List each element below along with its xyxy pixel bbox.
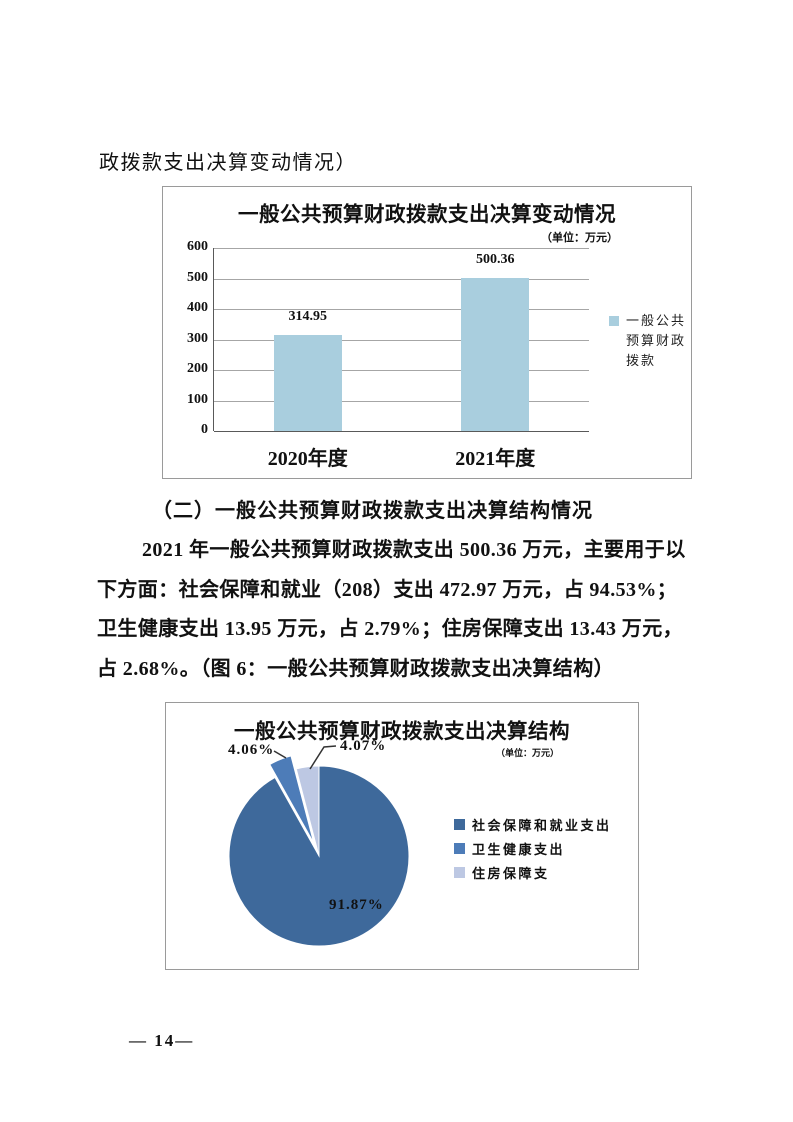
pie-chart-unit-label: （单位：万元）: [495, 748, 559, 758]
bar-chart-legend: 一般公共预算财政拨款: [609, 311, 696, 371]
pie-slice-label-social: 91.87%: [329, 897, 384, 913]
leader-line-health: [273, 750, 287, 759]
legend-item: 住房保障支: [454, 863, 612, 882]
gridline: [214, 248, 589, 249]
body-paragraph: 2021 年一般公共预算财政拨款支出 500.36 万元，主要用于以 下方面：社…: [97, 531, 709, 689]
pie-chart-title: 一般公共预算财政拨款支出决算结构: [234, 721, 570, 743]
x-axis-category-label: 2021年度: [455, 448, 536, 470]
pie-graphic: [228, 745, 410, 947]
bar-value-label: 500.36: [476, 252, 515, 268]
pie-slice-label-health: 4.06%: [228, 742, 275, 758]
legend-label: 住房保障支: [472, 866, 550, 881]
paragraph-line: 下方面：社会保障和就业（208）支出 472.97 万元，占 94.53%；: [97, 578, 678, 601]
gridline: [214, 400, 589, 402]
bar-chart-plot-area: 0 100 200 300 400 500 600 314.95 2020年度 500.36 202…: [187, 239, 589, 470]
y-axis-tick-label: 100: [187, 391, 208, 407]
leader-line-housing: [309, 745, 337, 770]
y-axis-tick-label: 300: [187, 330, 208, 346]
y-axis-tick-label: 500: [187, 269, 208, 285]
legend-swatch-icon: [454, 843, 465, 854]
paragraph-line: 卫生健康支出 13.95 万元，占 2.79%；住房保障支出 13.43 万元，: [97, 618, 683, 640]
gridline: [214, 370, 589, 371]
section-heading: （二）一般公共预算财政拨款支出决算结构情况: [152, 500, 593, 522]
bar-2020年度: [273, 334, 342, 431]
pie-chart-figure: 一般公共预算财政拨款支出决算结构 （单位：万元） 91.87% 4.06% 4.…: [165, 702, 639, 970]
pie-slice: [269, 755, 315, 844]
page-number: — 14—: [129, 1031, 195, 1050]
legend-label: 卫生健康支出: [472, 842, 566, 857]
y-axis-tick-label: 0: [201, 422, 208, 437]
paragraph-line: 占 2.68%。（图 6：一般公共预算财政拨款支出决算结构）: [97, 657, 614, 680]
legend-item: 卫生健康支出: [454, 839, 612, 858]
legend-item: 社会保障和就业支出: [454, 815, 612, 834]
legend-swatch-icon: [454, 819, 465, 830]
y-axis-tick-label: 200: [187, 361, 208, 376]
bar-2021年度: [461, 278, 530, 431]
gridline: [214, 339, 589, 341]
bar-chart-title: 一般公共预算财政拨款支出决算变动情况: [238, 204, 616, 226]
legend-label: 社会保障和就业支出: [472, 818, 612, 833]
legend-label: 一般公共预算财政拨款: [626, 313, 687, 368]
bar-chart-figure: 一般公共预算财政拨款支出决算变动情况 （单位：万元） 0 100 200 300 400…: [162, 186, 692, 479]
y-axis-tick-label: 400: [187, 300, 208, 315]
bar-value-label: 314.95: [288, 308, 328, 324]
pie-slice: [295, 765, 320, 857]
gridline: [214, 309, 589, 310]
y-axis-tick-label: 600: [187, 239, 208, 254]
legend-swatch-icon: [609, 316, 619, 326]
gridline: [214, 278, 589, 280]
page-top-text: 政拨款支出决算变动情况）: [99, 152, 357, 174]
legend-swatch-icon: [454, 867, 465, 878]
paragraph-line: 2021 年一般公共预算财政拨款支出 500.36 万元，主要用于以: [142, 539, 686, 561]
bar-chart-unit-label: （单位：万元）: [541, 232, 618, 244]
pie-slice-label-housing: 4.07%: [340, 738, 387, 754]
gridline: [214, 431, 589, 432]
x-axis-category-label: 2020年度: [267, 448, 348, 470]
pie-chart-legend: 社会保障和就业支出 卫生健康支出 住房保障支: [454, 815, 612, 882]
